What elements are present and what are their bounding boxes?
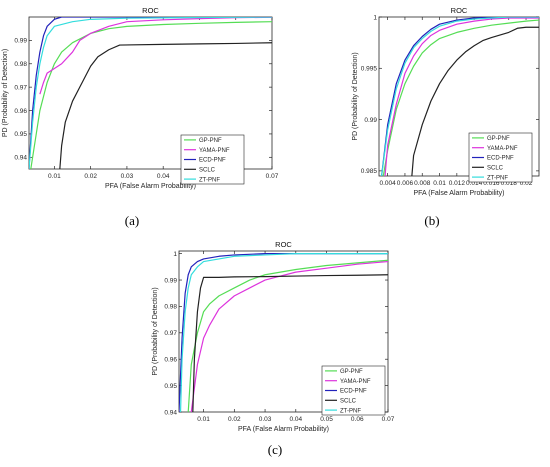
x-tick-label: 0.018 <box>501 180 518 187</box>
x-tick-label: 0.02 <box>520 180 533 187</box>
y-tick-label: 1 <box>173 251 177 258</box>
chart-title: ROC <box>451 6 468 15</box>
x-tick-label: 0.07 <box>266 173 279 180</box>
y-tick-label: 0.995 <box>361 66 378 73</box>
panel-letter: (b) <box>424 213 439 228</box>
legend-entry: SCLC <box>340 399 357 405</box>
series-line-zt-pnf <box>179 253 388 412</box>
x-tick-label: 0.006 <box>397 180 414 187</box>
x-tick-label: 0.004 <box>380 180 397 187</box>
x-tick-label: 0.07 <box>382 416 395 423</box>
panel-letter: (a) <box>125 213 139 228</box>
y-tick-label: 0.99 <box>14 38 27 45</box>
y-tick-label: 1 <box>373 14 377 21</box>
series-group <box>179 253 388 412</box>
series-line-yama-pnf <box>190 260 388 412</box>
x-tick-label: 0.02 <box>228 416 241 423</box>
legend-entry: ZT-PNF <box>487 175 508 181</box>
series-line-sclc <box>59 42 272 169</box>
y-tick-label: 0.95 <box>164 383 177 390</box>
chart-title: ROC <box>142 6 159 15</box>
series-line-zt-pnf <box>380 17 539 176</box>
legend-entry: SCLC <box>487 166 504 172</box>
x-tick-label: 0.012 <box>449 180 466 187</box>
legend-entry: YAMA-PNF <box>487 146 518 152</box>
x-axis-label: PFA (False Alarm Probability) <box>238 426 329 433</box>
x-axis-label: PFA (False Alarm Probability) <box>413 190 504 197</box>
series-line-gp-pnf <box>30 21 272 169</box>
x-tick-label: 0.016 <box>483 180 500 187</box>
y-axis-label: PD (Probability of Detection) <box>352 52 359 140</box>
legend-entry: ZT-PNF <box>199 177 220 183</box>
series-line-zt-pnf <box>29 17 272 169</box>
chart-panel-3: 0.01 0.02 0.03 0.04 0.05 0.06 0.07 0.94 0.95 0.96… <box>152 240 395 457</box>
series-line-sclc <box>411 26 539 176</box>
x-tick-label: 0.01 <box>197 416 210 423</box>
y-tick-label: 0.97 <box>164 330 177 337</box>
chart-title: ROC <box>275 240 292 249</box>
y-tick-label: 0.97 <box>14 84 27 91</box>
x-tick-label: 0.014 <box>466 180 483 187</box>
y-tick-label: 0.94 <box>14 155 27 162</box>
chart-panel-2: 0.004 0.006 0.008 0.01 0.012 0.014 0.016 0.018 0… <box>352 6 540 228</box>
y-tick-label: 0.985 <box>361 168 378 175</box>
x-tick-label: 0.02 <box>84 173 97 180</box>
x-tick-label: 0.04 <box>289 416 302 423</box>
legend-box <box>321 365 386 416</box>
y-tick-label: 0.95 <box>14 131 27 138</box>
series-line-yama-pnf <box>384 17 539 176</box>
y-tick-label: 0.99 <box>164 277 177 284</box>
series-line-gp-pnf <box>187 259 388 412</box>
legend-entry: YAMA-PNF <box>199 148 230 154</box>
series-line-ecd-pnf <box>380 17 539 176</box>
x-tick-label: 0.04 <box>157 173 170 180</box>
series-line-yama-pnf <box>39 17 272 95</box>
series-line-gp-pnf <box>382 19 539 176</box>
legend-entry: SCLC <box>199 168 216 174</box>
x-tick-label: 0.01 <box>48 173 61 180</box>
x-tick-label: 0.03 <box>121 173 134 180</box>
series-line-ecd-pnf <box>29 17 272 169</box>
x-tick-label: 0.03 <box>259 416 272 423</box>
y-tick-label: 0.98 <box>164 304 177 311</box>
y-tick-label: 0.99 <box>364 117 377 124</box>
y-tick-label: 0.98 <box>14 61 27 68</box>
chart-panel-1: 0.010.020.030.040.050.060.070.940.950.96… <box>2 6 279 228</box>
series-group <box>380 17 539 176</box>
series-line-sclc <box>192 274 388 412</box>
y-axis-label: PD (Probability of Detection) <box>152 287 159 375</box>
y-axis-label: PD (Probability of Detection) <box>2 49 9 137</box>
y-tick-label: 0.96 <box>164 357 177 364</box>
series-group <box>29 17 272 169</box>
legend-entry: YAMA-PNF <box>340 379 371 385</box>
legend-entry: ECD-PNF <box>340 389 367 395</box>
panel-letter: (c) <box>268 442 282 457</box>
x-tick-label: 0.008 <box>414 180 431 187</box>
legend-entry: GP-PNF <box>487 136 510 142</box>
legend-entry: ZT-PNF <box>340 408 361 414</box>
x-tick-label: 0.05 <box>320 416 333 423</box>
legend-entry: ECD-PNF <box>487 156 514 162</box>
y-tick-label: 0.94 <box>164 409 177 416</box>
x-tick-label: 0.06 <box>351 416 364 423</box>
y-tick-label: 0.96 <box>14 108 27 115</box>
legend-entry: GP-PNF <box>199 138 222 144</box>
x-tick-label: 0.01 <box>433 180 446 187</box>
x-axis-label: PFA (False Alarm Probability) <box>105 183 196 190</box>
legend-entry: GP-PNF <box>340 369 363 375</box>
legend-entry: ECD-PNF <box>199 158 226 164</box>
